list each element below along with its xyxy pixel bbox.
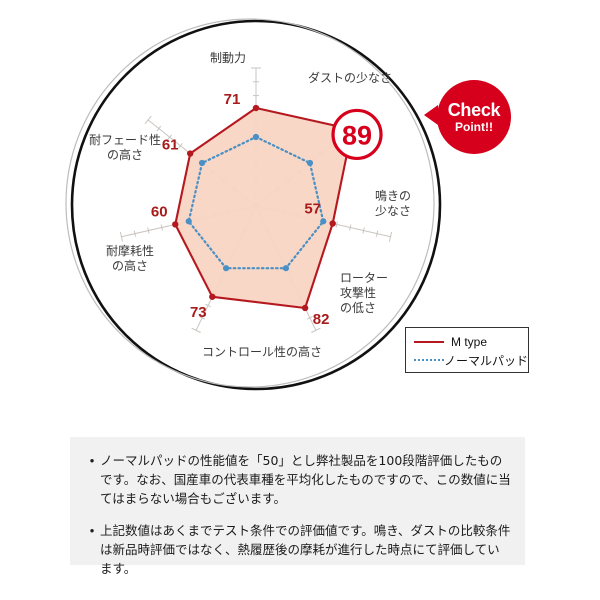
axis-label: 鳴きの少なさ [375,189,411,218]
series-normal-pad-point [185,218,192,225]
radar-chart-area: 制動力ダストの少なさ鳴きの少なさローター攻撃性の低さコントロール性の高さ 耐摩耗性… [65,18,529,391]
chart-legend: M type ノーマルパッド [405,327,529,373]
series-m-type-point [252,104,260,112]
legend-swatch-dotted-icon [414,355,444,365]
legend-label-m-type: M type [451,335,488,349]
value-label: 73 [190,304,207,321]
series-normal-pad-point [198,159,206,167]
legend-item-normal-pad: ノーマルパッド [414,351,528,369]
checkpoint-arrow-icon [424,105,438,125]
value-label: 71 [224,91,241,108]
series-normal-pad-point [222,265,230,272]
radar-value-labels: 71 57 82 73 60 61 [151,91,330,328]
note-item: • ノーマルパッドの性能値を「50」とし弊社製品を100段階評価したものです。な… [84,451,511,508]
series-m-type-point [301,304,309,312]
note-text: ノーマルパッドの性能値を「50」とし弊社製品を100段階評価したものです。なお、… [100,453,511,506]
note-bullet-icon: • [89,453,95,468]
axis-label: ローター攻撃性の低さ [340,271,388,315]
series-m-type-point [329,220,336,227]
note-bullet-icon: • [89,523,95,538]
highlight-badge-89: 89 [331,108,383,161]
note-item: • 上記数値はあくまでテスト条件での評価値です。鳴き、ダストの比較条件は新品時評… [84,521,511,578]
legend-label-normal-pad: ノーマルパッド [443,353,528,368]
legend-item-m-type: M type [414,333,528,351]
axis-label: コントロール性の高さ [202,344,322,359]
axis-label: ダストの少なさ [308,70,392,85]
axis-label: 耐摩耗性の高さ [106,243,154,273]
axis-label: 制動力 [210,51,246,65]
check-point-badge: Check Point!! [437,80,511,154]
check-point-line1: Check [447,100,501,120]
series-m-type-polygon [174,106,354,310]
axis-label: 耐フェード性の高さ [89,133,161,162]
radar-vertex-dots [172,104,356,312]
series-m-type-point [172,221,179,228]
series-normal-pad-point [320,218,327,225]
series-normal-pad-point [252,133,260,141]
note-text: 上記数値はあくまでテスト条件での評価値です。鳴き、ダストの比較条件は新品時評価で… [100,523,511,576]
series-normal-pad-point [282,265,290,272]
check-point-line2: Point!! [455,120,493,134]
series-m-type-point [186,150,194,157]
notes-box: • ノーマルパッドの性能値を「50」とし弊社製品を100段階評価したものです。な… [70,437,525,576]
series-normal-pad-point [306,159,314,167]
outer-circle-decoration [65,18,442,391]
legend-swatch-solid-icon [414,337,444,347]
series-normal-pad-polygon [187,135,325,270]
value-label: 61 [162,137,179,154]
value-label: 60 [151,203,168,220]
series-m-type-point [209,293,216,300]
badge-value: 89 [342,120,372,150]
value-label: 82 [313,311,330,328]
value-label: 57 [304,201,321,218]
